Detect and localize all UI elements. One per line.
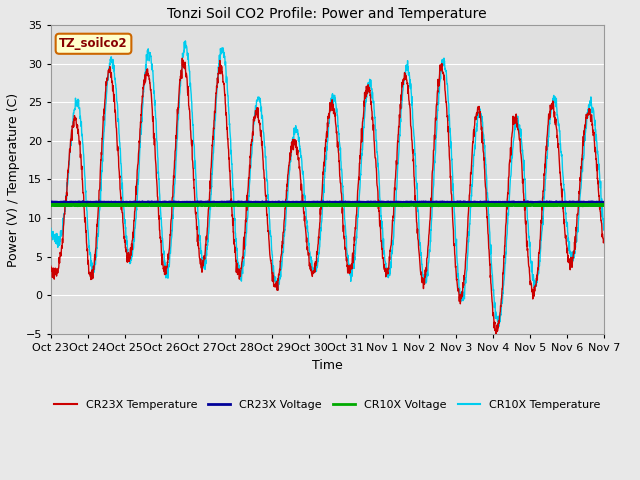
X-axis label: Time: Time bbox=[312, 359, 342, 372]
Title: Tonzi Soil CO2 Profile: Power and Temperature: Tonzi Soil CO2 Profile: Power and Temper… bbox=[168, 7, 487, 21]
Y-axis label: Power (V) / Temperature (C): Power (V) / Temperature (C) bbox=[7, 93, 20, 266]
Text: TZ_soilco2: TZ_soilco2 bbox=[59, 37, 128, 50]
Legend: CR23X Temperature, CR23X Voltage, CR10X Voltage, CR10X Temperature: CR23X Temperature, CR23X Voltage, CR10X … bbox=[50, 396, 605, 414]
